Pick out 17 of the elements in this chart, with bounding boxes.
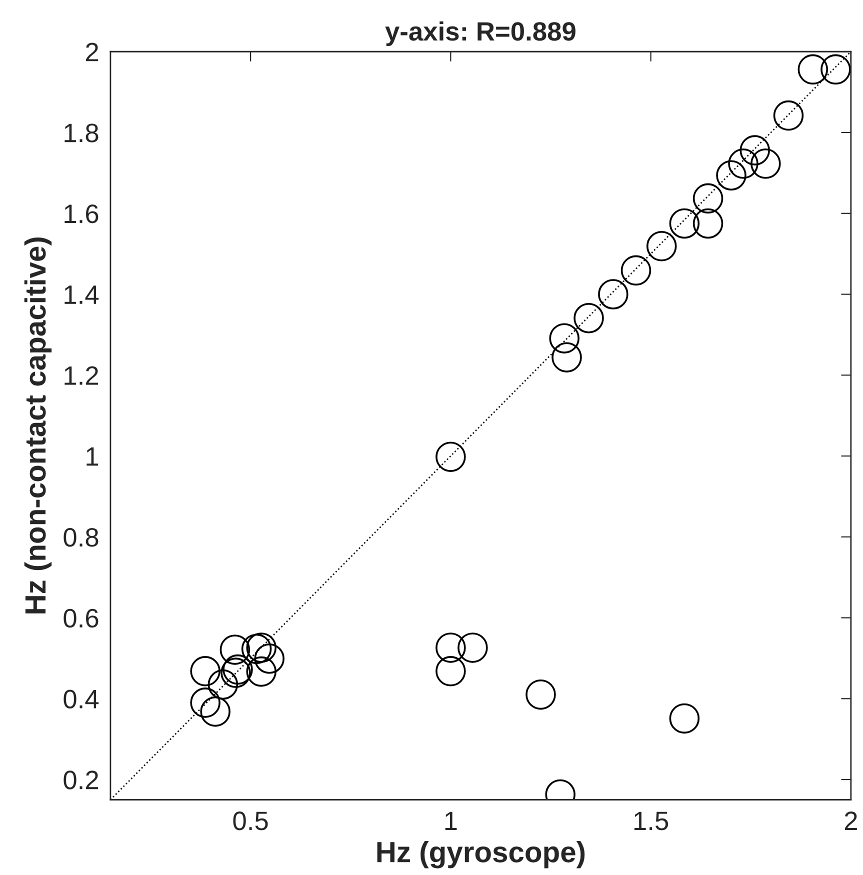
y-tick-label: 0.2 xyxy=(64,770,98,790)
x-tick-label: 2 xyxy=(844,812,857,830)
x-tick-label: 1.5 xyxy=(634,812,668,830)
y-tick-label: 0.8 xyxy=(64,528,98,547)
y-tick-label: 2 xyxy=(86,42,98,62)
y-tick-label: 0.4 xyxy=(64,690,99,708)
y-tick-label: 1.2 xyxy=(64,366,98,385)
y-axis-title: Hz (non-contact capacitive) xyxy=(24,238,52,614)
y-tick-label: 1.6 xyxy=(64,204,98,224)
x-tick-label: 1 xyxy=(445,812,457,830)
y-tick-label: 1 xyxy=(86,447,98,466)
y-tick-label: 1.4 xyxy=(64,286,99,304)
y-tick-label: 0.6 xyxy=(64,608,98,628)
x-tick-label: 0.5 xyxy=(233,812,268,830)
y-tick-label: 1.8 xyxy=(64,124,98,142)
chart-title: y-axis: R=0.889 xyxy=(385,21,576,46)
x-axis-title: Hz (gyroscope) xyxy=(377,841,585,868)
